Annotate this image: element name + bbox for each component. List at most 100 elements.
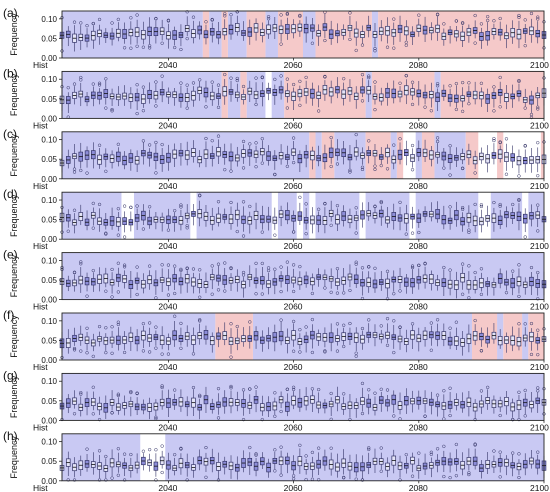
box-2024 xyxy=(65,26,71,47)
outlier xyxy=(398,478,402,482)
box-2088 xyxy=(466,391,472,417)
box-2095 xyxy=(510,398,515,422)
box-2047 xyxy=(209,448,215,473)
outlier xyxy=(517,174,521,178)
box-2057 xyxy=(272,77,278,105)
box-2084 xyxy=(441,444,447,479)
outlier xyxy=(429,321,433,325)
outlier xyxy=(454,442,459,447)
x-tick-label: 2040 xyxy=(158,422,177,432)
box-2049 xyxy=(222,390,228,414)
box-2037 xyxy=(147,17,152,50)
box-2077 xyxy=(397,15,403,42)
outlier xyxy=(223,72,227,77)
outlier xyxy=(348,170,352,174)
box-2068 xyxy=(341,323,346,349)
outlier xyxy=(223,12,227,16)
outlier xyxy=(417,13,421,17)
box-2030 xyxy=(103,28,109,43)
box-2087 xyxy=(460,331,465,356)
outlier xyxy=(279,445,283,449)
outlier xyxy=(204,475,208,479)
box-2077 xyxy=(397,267,403,293)
outlier xyxy=(454,107,459,112)
box-2027 xyxy=(84,391,90,416)
box-2099 xyxy=(535,328,541,357)
box-2049 xyxy=(222,72,228,105)
box-2054 xyxy=(253,261,259,296)
outlier xyxy=(298,443,302,447)
box-2040 xyxy=(166,452,171,479)
outlier xyxy=(72,412,77,416)
box-2033 xyxy=(122,263,127,289)
outlier xyxy=(529,321,534,326)
box-2044 xyxy=(191,327,196,356)
outlier xyxy=(467,230,471,234)
box-2068 xyxy=(341,24,346,40)
outlier xyxy=(460,262,465,266)
box-2027 xyxy=(84,326,90,355)
outlier xyxy=(179,321,183,326)
outlier xyxy=(410,322,415,326)
outlier xyxy=(517,13,521,18)
box-2064 xyxy=(316,387,321,414)
outlier xyxy=(460,207,465,211)
box-2024 xyxy=(65,329,71,354)
box-2043 xyxy=(184,83,190,110)
box-2081 xyxy=(422,16,428,43)
outlier xyxy=(160,263,164,267)
box-2057 xyxy=(272,448,278,473)
outlier xyxy=(97,449,102,453)
outlier xyxy=(97,143,102,147)
box-2038 xyxy=(153,270,159,300)
outlier xyxy=(536,328,540,332)
box-2094 xyxy=(504,270,509,295)
box-2075 xyxy=(385,207,390,228)
box-2064 xyxy=(316,145,321,167)
box-2039 xyxy=(159,74,165,103)
box-2058 xyxy=(278,391,284,414)
outlier xyxy=(104,454,108,459)
outlier xyxy=(147,447,152,452)
box-2040 xyxy=(166,208,171,232)
box-2054 xyxy=(253,76,259,107)
outlier xyxy=(479,292,484,297)
box-2040 xyxy=(166,87,171,104)
box-2069 xyxy=(347,394,353,422)
outlier xyxy=(129,389,133,394)
outlier xyxy=(235,229,239,234)
box-2063 xyxy=(310,18,315,45)
outlier xyxy=(473,171,477,175)
box-2090 xyxy=(479,203,484,233)
box-2067 xyxy=(335,267,340,295)
outlier xyxy=(229,355,233,359)
box-2079 xyxy=(410,26,415,46)
box-2068 xyxy=(341,77,346,106)
box-2093 xyxy=(497,268,503,289)
outlier xyxy=(248,445,252,450)
box-2044 xyxy=(191,15,196,44)
box-2094 xyxy=(504,137,509,176)
box-2085 xyxy=(447,452,453,480)
outlier xyxy=(129,46,133,50)
outlier xyxy=(498,202,502,207)
box-2028 xyxy=(91,333,96,359)
box-2041 xyxy=(172,453,177,476)
outlier xyxy=(360,167,365,172)
outlier xyxy=(97,202,102,207)
y-axis-label: Frequency xyxy=(9,315,19,358)
outlier xyxy=(116,320,120,324)
outlier xyxy=(241,417,246,422)
box-2089 xyxy=(472,399,478,422)
box-2087 xyxy=(460,80,465,114)
y-tick-label: 0.10 xyxy=(41,256,57,265)
outlier xyxy=(229,200,233,205)
outlier xyxy=(354,48,358,53)
outlier xyxy=(154,448,158,452)
box-2037 xyxy=(147,82,152,104)
outlier xyxy=(198,318,202,322)
outlier xyxy=(517,294,521,299)
box-2095 xyxy=(510,269,515,296)
box-2095 xyxy=(510,202,515,224)
outlier xyxy=(492,109,496,113)
